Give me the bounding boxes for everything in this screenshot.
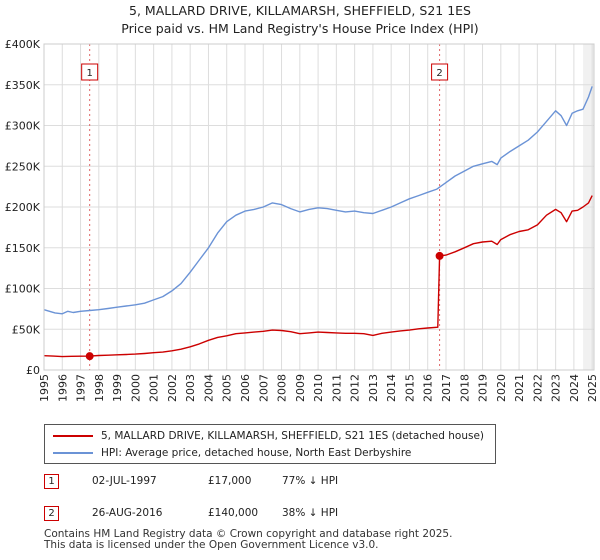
sale-badge-2: 2	[44, 505, 59, 521]
sale-point	[85, 352, 94, 361]
legend-item-property: 5, MALLARD DRIVE, KILLAMARSH, SHEFFIELD,…	[53, 428, 484, 444]
footer: Contains HM Land Registry data © Crown c…	[44, 529, 452, 551]
sale-pct-2: 38% ↓ HPI	[282, 507, 339, 519]
sale-date-2: 26-AUG-2016	[92, 507, 163, 519]
legend-label-hpi: HPI: Average price, detached house, Nort…	[101, 447, 412, 459]
y-tick-label: £300K	[5, 120, 41, 133]
x-tick-label: 2014	[385, 374, 398, 402]
x-tick-label: 2022	[531, 374, 544, 402]
price-paid-line	[43, 195, 593, 358]
x-tick-label: 2015	[403, 374, 416, 402]
sale-pct-1: 77% ↓ HPI	[282, 475, 339, 487]
x-tick-label: 2023	[550, 374, 563, 402]
sale-price-2: £140,000	[208, 507, 259, 519]
x-tick-label: 2001	[148, 374, 161, 402]
y-tick-label: £350K	[5, 79, 41, 92]
x-tick-label: 2024	[568, 374, 581, 402]
y-tick-label: £250K	[5, 160, 41, 173]
plot-frame	[43, 43, 595, 371]
x-tick-label: 2005	[221, 374, 234, 402]
chart-title: 5, MALLARD DRIVE, KILLAMARSH, SHEFFIELD,…	[129, 3, 471, 18]
sale-date-1: 02-JUL-1997	[92, 475, 157, 487]
x-tick-label: 2010	[312, 374, 325, 402]
sale-annotation-box	[81, 63, 99, 81]
sale-row-2: 2 26-AUG-2016 £140,000 38% ↓ HPI	[44, 503, 444, 523]
x-tick-label: 2002	[166, 374, 179, 402]
x-tick-label: 1998	[93, 374, 106, 402]
x-tick-label: 1996	[56, 374, 69, 402]
x-tick-label: 2012	[349, 374, 362, 402]
y-tick-label: £100K	[5, 283, 41, 296]
y-tick-label: £50K	[12, 323, 41, 336]
x-tick-label: 2011	[330, 374, 343, 402]
x-tick-label: 2004	[202, 374, 215, 402]
sale-price-1: £17,000	[208, 475, 252, 487]
hpi-line	[43, 86, 593, 315]
footer-copyright: Contains HM Land Registry data © Crown c…	[44, 528, 453, 540]
x-tick-label: 1995	[38, 374, 51, 402]
x-tick-label: 2006	[239, 374, 252, 402]
x-tick-label: 2020	[495, 374, 508, 402]
legend: 5, MALLARD DRIVE, KILLAMARSH, SHEFFIELD,…	[44, 424, 496, 464]
x-tick-label: 2016	[422, 374, 435, 402]
x-tick-label: 2007	[257, 374, 270, 402]
sale-annotation-label: 2	[436, 68, 442, 79]
y-tick-label: £150K	[5, 242, 41, 255]
sale-row-1: 1 02-JUL-1997 £17,000 77% ↓ HPI	[44, 471, 444, 491]
x-tick-label: 2000	[129, 374, 142, 402]
x-tick-label: 2019	[477, 374, 490, 402]
footer-licence: This data is licensed under the Open Gov…	[44, 539, 379, 551]
legend-swatch-hpi	[53, 452, 93, 454]
x-tick-label: 1997	[75, 374, 88, 402]
sale-annotation-label: 1	[86, 68, 92, 79]
x-tick-label: 2003	[184, 374, 197, 402]
x-tick-label: 2018	[458, 374, 471, 402]
y-tick-label: £0	[26, 364, 40, 377]
x-tick-label: 2025	[586, 374, 599, 402]
x-tick-label: 1999	[111, 374, 124, 402]
x-tick-label: 2017	[440, 374, 453, 402]
chart-subtitle: Price paid vs. HM Land Registry's House …	[121, 21, 479, 36]
x-tick-label: 2021	[513, 374, 526, 402]
x-tick-label: 2008	[276, 374, 289, 402]
sale-badge-1: 1	[44, 473, 59, 489]
x-tick-label: 2013	[367, 374, 380, 402]
price-chart: 1 2 £0 £50K £100K £150K £200K £250K £300K £350K £…	[5, 38, 599, 402]
legend-label-property: 5, MALLARD DRIVE, KILLAMARSH, SHEFFIELD,…	[101, 430, 485, 442]
y-tick-label: £400K	[5, 38, 41, 51]
y-tick-label: £200K	[5, 201, 41, 214]
legend-item-hpi: HPI: Average price, detached house, Nort…	[53, 445, 411, 461]
sale-annotation-box	[431, 63, 449, 81]
x-tick-label: 2009	[294, 374, 307, 402]
sale-point	[435, 251, 444, 260]
legend-swatch-property	[53, 435, 93, 437]
